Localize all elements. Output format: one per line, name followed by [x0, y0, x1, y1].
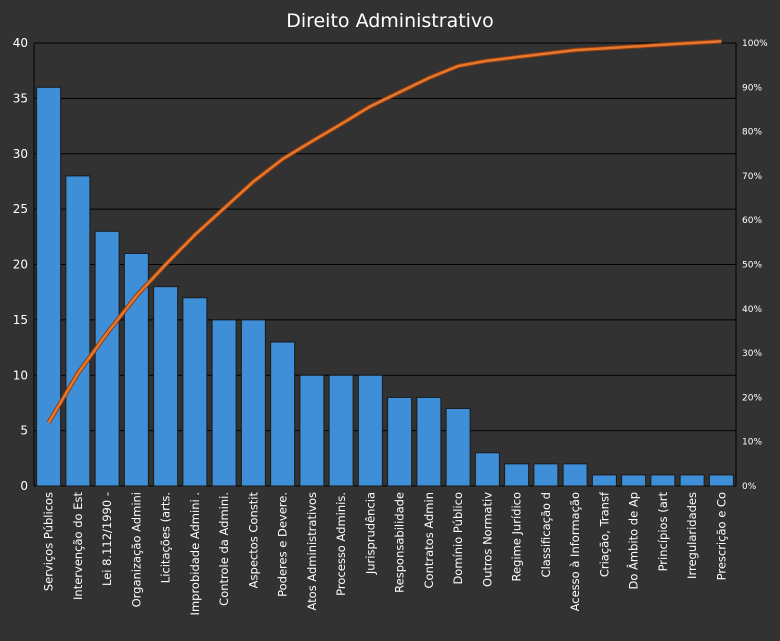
bar [533, 463, 559, 487]
category-tick-label: Do Âmbito de Ap [626, 492, 641, 590]
right-axis-tick-label: 30% [742, 349, 762, 359]
category-tick-label: Contratos Admin [422, 492, 436, 588]
category-tick-label: Acesso à Informação [568, 492, 582, 611]
bar [562, 463, 588, 487]
category-tick-label: Controle da Admini. [217, 492, 231, 606]
bar [123, 252, 149, 487]
left-axis-tick-label: 25 [13, 202, 28, 216]
right-axis: 0% 10% 20% 30% 40% 50% 60% 70% 80% 90% 100% [742, 39, 768, 492]
cumulative-line [47, 39, 722, 424]
category-tick-label: Poderes e Devere. [276, 492, 290, 597]
category-tick-label: Processo Adminis. [334, 492, 348, 596]
category-tick-label: Intervenção do Est [71, 492, 85, 600]
bar [94, 230, 120, 487]
left-axis-tick-label: 20 [13, 258, 28, 272]
left-axis-tick-label: 5 [20, 424, 28, 438]
bar [270, 341, 296, 487]
bar [591, 474, 617, 487]
right-axis-tick-label: 90% [742, 83, 762, 93]
left-axis-tick-label: 15 [13, 313, 28, 327]
right-axis-tick-label: 0% [742, 482, 757, 492]
category-tick-label: Improbidade Admini . [188, 492, 202, 615]
category-tick-label: Atos Administrativos [305, 492, 319, 611]
category-axis: Serviços Públicos Intervenção do Est Lei 8… [42, 491, 729, 615]
right-axis-tick-label: 100% [742, 39, 768, 49]
bar-series [36, 86, 734, 487]
cumulative-line-series [46, 38, 722, 424]
bar [357, 374, 383, 487]
category-tick-label: Princípios (art [656, 492, 670, 572]
chart-title: Direito Administrativo [286, 10, 494, 32]
category-tick-label: Prescrição e Co [714, 492, 728, 580]
bar [416, 396, 442, 487]
left-axis-tick-label: 30 [13, 147, 28, 161]
left-axis-tick-label: 40 [13, 36, 28, 50]
bar [650, 474, 676, 487]
bar [328, 374, 354, 487]
category-tick-label: Serviços Públicos [42, 492, 56, 591]
bar [387, 396, 413, 487]
category-tick-label: Jurisprudência [363, 492, 377, 575]
category-tick-label: Irregularidades [685, 492, 699, 579]
left-axis-tick-label: 10 [13, 368, 28, 382]
category-tick-label: Organização Admini [129, 492, 143, 607]
right-axis-tick-label: 60% [742, 216, 762, 226]
bar [153, 286, 179, 487]
bar [299, 374, 325, 487]
category-tick-label: Licitações (arts. [159, 492, 173, 583]
category-tick-label: Regime Jurídico [510, 492, 524, 581]
bar [504, 463, 530, 487]
category-tick-label: Lei 8.112/1990 - [100, 492, 114, 586]
category-tick-label: Outros Normativ [480, 492, 494, 587]
category-tick-label: Classificação d [539, 492, 553, 577]
right-axis-tick-label: 50% [742, 261, 762, 271]
right-axis-tick-label: 80% [742, 128, 762, 138]
grid-lines [33, 42, 737, 487]
left-axis: 0 5 10 15 20 25 30 35 40 [13, 36, 28, 493]
bar [36, 86, 62, 487]
left-axis-tick-label: 0 [20, 479, 28, 493]
bar [211, 319, 237, 487]
category-tick-label: Aspectos Constit [246, 492, 260, 589]
right-axis-tick-label: 70% [742, 172, 762, 182]
bar [474, 452, 500, 487]
right-axis-tick-label: 40% [742, 305, 762, 315]
bar [182, 297, 208, 487]
bar [708, 474, 734, 487]
left-axis-tick-label: 35 [13, 91, 28, 105]
category-tick-label: Domínio Público [451, 492, 465, 585]
bar [445, 407, 471, 487]
bar [65, 175, 91, 487]
bar [621, 474, 647, 487]
category-tick-label: Responsabilidade [393, 492, 407, 593]
category-tick-label: Criação, Transf [597, 491, 611, 577]
right-axis-tick-label: 20% [742, 393, 762, 403]
bar [240, 319, 266, 487]
right-axis-tick-label: 10% [742, 438, 762, 448]
bar [679, 474, 705, 487]
